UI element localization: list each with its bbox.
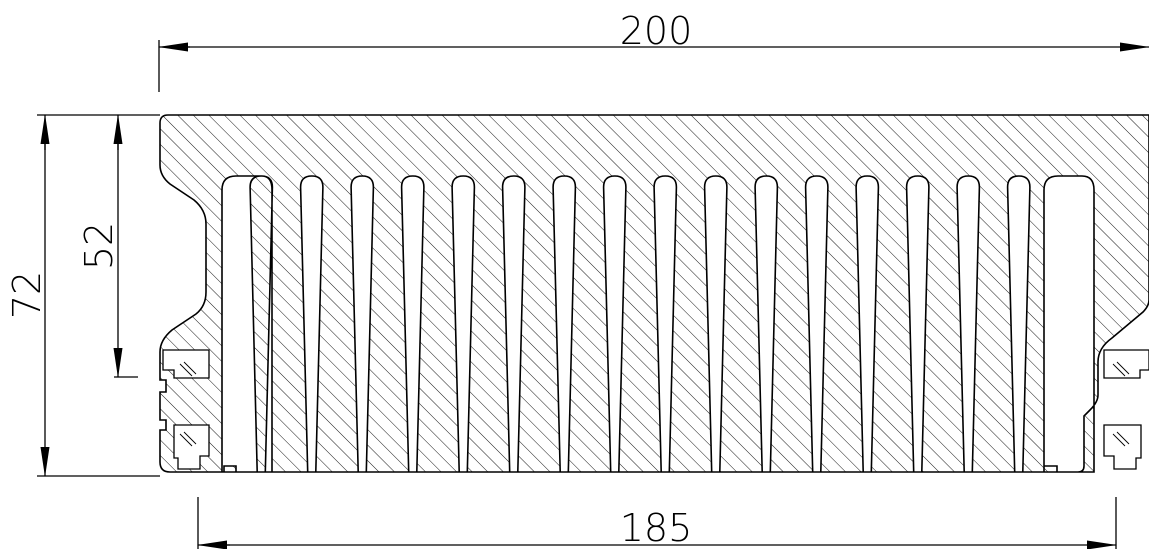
dimension-base-width — [197, 497, 1117, 549]
t-slot-lower-right — [1103, 424, 1142, 470]
dimension-overall-width — [158, 40, 1149, 92]
t-slot-lower-left — [173, 424, 210, 470]
profile-outline — [159, 114, 1149, 473]
dimension-fin-height — [113, 114, 138, 378]
dimension-overall-height — [37, 114, 160, 477]
t-slot-upper-right — [1103, 349, 1149, 379]
t-slot-right-marks — [1112, 361, 1130, 447]
dimension-text-fin-height: 52 — [77, 222, 121, 270]
dimension-text-overall-height: 72 — [5, 271, 49, 319]
heatsink-profile — [159, 114, 1149, 473]
t-slot-right — [1103, 349, 1149, 470]
dimension-text-overall-width: 200 — [620, 9, 693, 53]
t-slot-left-marks — [179, 361, 197, 447]
dimension-text-base-width: 185 — [620, 506, 693, 549]
